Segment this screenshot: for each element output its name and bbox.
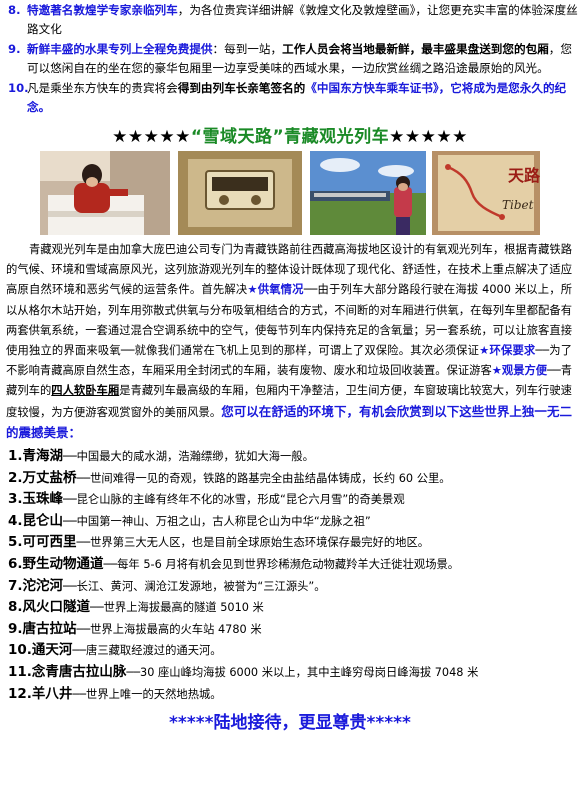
item-number: 10. — [8, 81, 29, 95]
para-text-5: 是青藏列车最高级的车厢，包厢内干净整洁，卫生间方便，车窗玻璃比较宽大，列车行驶速… — [6, 384, 572, 419]
list-item: 6.野生动物通道──每年 5-6 月将有机会见到世界珍稀濒危动物藏羚羊大迁徙壮观… — [8, 554, 580, 576]
map-photo: Tibet 天路 — [432, 151, 540, 235]
sight-desc: ──唐三藏取经渡过的通天河。 — [72, 644, 222, 658]
sight-name: 1.青海湖 — [8, 448, 64, 465]
intro-paragraph: 青藏观光列车是由加拿大庞巴迪公司专门为青藏铁路前往西藏高海拔地区设计的有氧观光列… — [0, 240, 580, 444]
footer-slogan: *****陆地接待，更显尊贵***** — [169, 713, 411, 734]
sight-name: 7.沱沱河 — [8, 577, 64, 594]
list-item: 3.玉珠峰──昆仑山脉的主峰有终年不化的冰雪，形成“昆仑六月雪”的奇美景观 — [8, 489, 580, 511]
item-text: ，为各位贵宾详细讲解《敦煌文化及敦煌壁画》，让您更充实丰富的体验深度丝路文化 — [27, 3, 578, 36]
item-text-2: ，您可以悠闲自在的坐在您的豪华包厢里一边享受美味的西域水果，一边欣赏丝绸之路沿途… — [27, 42, 572, 75]
title-text: “雪域天路”青藏观光列车 — [190, 127, 390, 147]
list-item: 4.昆仑山──中国第一神山、万祖之山，古人称昆仑山为中华“龙脉之祖” — [8, 511, 580, 533]
sight-desc: ──每年 5-6 月将有机会见到世界珍稀濒危动物藏羚羊大迁徙壮观场景。 — [103, 558, 460, 571]
title-stars-left: ★★★★★ — [112, 127, 191, 147]
list-item: 10.通天河──唐三藏取经渡过的通天河。 — [8, 640, 580, 662]
item-number: 8. — [8, 3, 21, 17]
para-text-2: ──由于列车大部分路段行驶在海拔 4000 米以上，所以从格尔木站开始，列车用弥… — [6, 283, 572, 358]
sight-desc: ──世界上唯一的天然地热城。 — [72, 687, 222, 701]
train-grassland-photo — [310, 151, 426, 235]
oxygen-heading: ★供氧情况 — [247, 283, 304, 297]
photo-strip: Tibet 天路 — [0, 151, 580, 237]
list-item-8: 8. 特邀著名敦煌学专家亲临列车，为各位贵宾详细讲解《敦煌文化及敦煌壁画》，让您更… — [0, 1, 580, 38]
sight-desc: ──昆仑山脉的主峰有终年不化的冰雪，形成“昆仑六月雪”的奇美景观 — [63, 493, 405, 507]
map-label-tibet: Tibet — [502, 198, 534, 212]
sight-desc: ──中国第一神山、万祖之山，古人称昆仑山为中华“龙脉之祖” — [63, 514, 371, 528]
list-item: 7.沱沱河──长江、黄河、澜沧江发源地，被誉为“三江源头”。 — [8, 576, 580, 598]
environment-heading: ★环保要求 — [479, 344, 536, 358]
sight-name: 2.万丈盐桥 — [8, 469, 77, 486]
list-item: 11.念青唐古拉山脉──30 座山峰均海拔 6000 米以上，其中主峰穷母岗日峰… — [8, 662, 580, 684]
item-lead: 新鲜丰盛的水果专列上全程免费提供 — [27, 42, 213, 56]
sight-desc: ──30 座山峰均海拔 6000 米以上，其中主峰穷母岗日峰海拔 7048 米 — [126, 665, 479, 679]
para-text-3: ──为了不影响青藏高原自然生态，车厢采用全封闭式的车厢，装有废物、废水和垃圾回收… — [6, 344, 572, 378]
scenery-intro: 您可以在舒适的环境下，有机会欣赏到以下这些世界上独一无二的震撼美景： — [6, 403, 572, 440]
list-item: 2.万丈盐桥──世间难得一见的奇观，铁路的路基完全由盐结晶体铸成，长约 60 公… — [8, 468, 580, 490]
sight-desc: ──中国最大的咸水湖，浩瀚缥缈，犹如大海一般。 — [63, 450, 314, 464]
section-title: ★★★★★“雪域天路”青藏观光列车★★★★★ — [0, 122, 580, 147]
title-stars-right: ★★★★★ — [389, 127, 468, 147]
sleeper-cabin-label: 四人软卧车厢 — [51, 384, 120, 398]
sight-desc: ──世界上海拔最高的火车站 4780 米 — [76, 622, 262, 636]
sight-name: 11.念青唐古拉山脉 — [8, 663, 127, 680]
item-bold-text: 工作人员会将当地最新鲜，最丰盛果盘送到您的包厢 — [282, 42, 549, 56]
sight-name: 10.通天河 — [8, 642, 73, 659]
scenery-list: 1.青海湖──中国最大的咸水湖，浩瀚缥缈，犹如大海一般。 2.万丈盐桥──世间难… — [0, 446, 580, 705]
certificate-text: 《中国东方快车乘车证书》，它将成为是您永久的纪念。 — [27, 81, 567, 114]
sight-name: 4.昆仑山 — [8, 512, 64, 529]
sight-name: 9.唐古拉站 — [8, 620, 77, 637]
item-lead: 特邀著名敦煌学专家亲临列车 — [27, 3, 178, 17]
list-item: 12.羊八井──世界上唯一的天然地热城。 — [8, 684, 580, 706]
document-page: 8. 特邀著名敦煌学专家亲临列车，为各位贵宾详细讲解《敦煌文化及敦煌壁画》，让您更… — [0, 1, 580, 734]
item-text: 凡是乘坐东方快车的贵宾将会 — [27, 81, 178, 95]
list-item: 5.可可西里──世界第三大无人区，也是目前全球原始生态环境保存最完好的地区。 — [8, 532, 580, 554]
list-item-9: 9. 新鲜丰盛的水果专列上全程免费提供：每到一站，工作人员会将当地最新鲜，最丰盛果… — [0, 40, 580, 77]
para-text-4: ──青藏列车的 — [6, 364, 573, 398]
list-item: 9.唐古拉站──世界上海拔最高的火车站 4780 米 — [8, 619, 580, 641]
viewing-heading: ★观景方便 — [491, 364, 548, 378]
map-label-tianlu: 天路 — [508, 166, 540, 185]
sight-desc: ──世界第三大无人区，也是目前全球原始生态环境保存最完好的地区。 — [76, 536, 430, 550]
sight-name: 6.野生动物通道 — [8, 556, 104, 572]
sight-name: 12.羊八井 — [8, 685, 73, 702]
sight-desc: ──世界上海拔最高的隧道 5010 米 — [90, 601, 264, 615]
item-number: 9. — [8, 42, 21, 56]
sight-desc: ──世间难得一见的奇观，铁路的路基完全由盐结晶体铸成，长约 60 公里。 — [76, 471, 451, 485]
attendant-photo — [40, 151, 170, 235]
sight-desc: ──长江、黄河、澜沧江发源地，被誉为“三江源头”。 — [63, 579, 326, 593]
list-item: 8.风火口隧道──世界上海拔最高的隧道 5010 米 — [8, 597, 580, 619]
item-bold-text: 得到由列车长亲笔签名的 — [177, 81, 306, 95]
sight-name: 5.可可西里 — [8, 534, 77, 551]
oxygen-outlet-photo — [178, 151, 302, 235]
sight-name: 8.风火口隧道 — [8, 599, 91, 616]
list-item: 1.青海湖──中国最大的咸水湖，浩瀚缥缈，犹如大海一般。 — [8, 446, 580, 468]
para-text-1: 青藏观光列车是由加拿大庞巴迪公司专门为青藏铁路前往西藏高海拔地区设计的有氧观光列… — [6, 243, 572, 297]
sight-name: 3.玉珠峰 — [8, 491, 64, 508]
item-text: ：每到一站， — [212, 42, 283, 56]
list-item-10: 10.凡是乘坐东方快车的贵宾将会得到由列车长亲笔签名的《中国东方快车乘车证书》，… — [0, 79, 580, 116]
